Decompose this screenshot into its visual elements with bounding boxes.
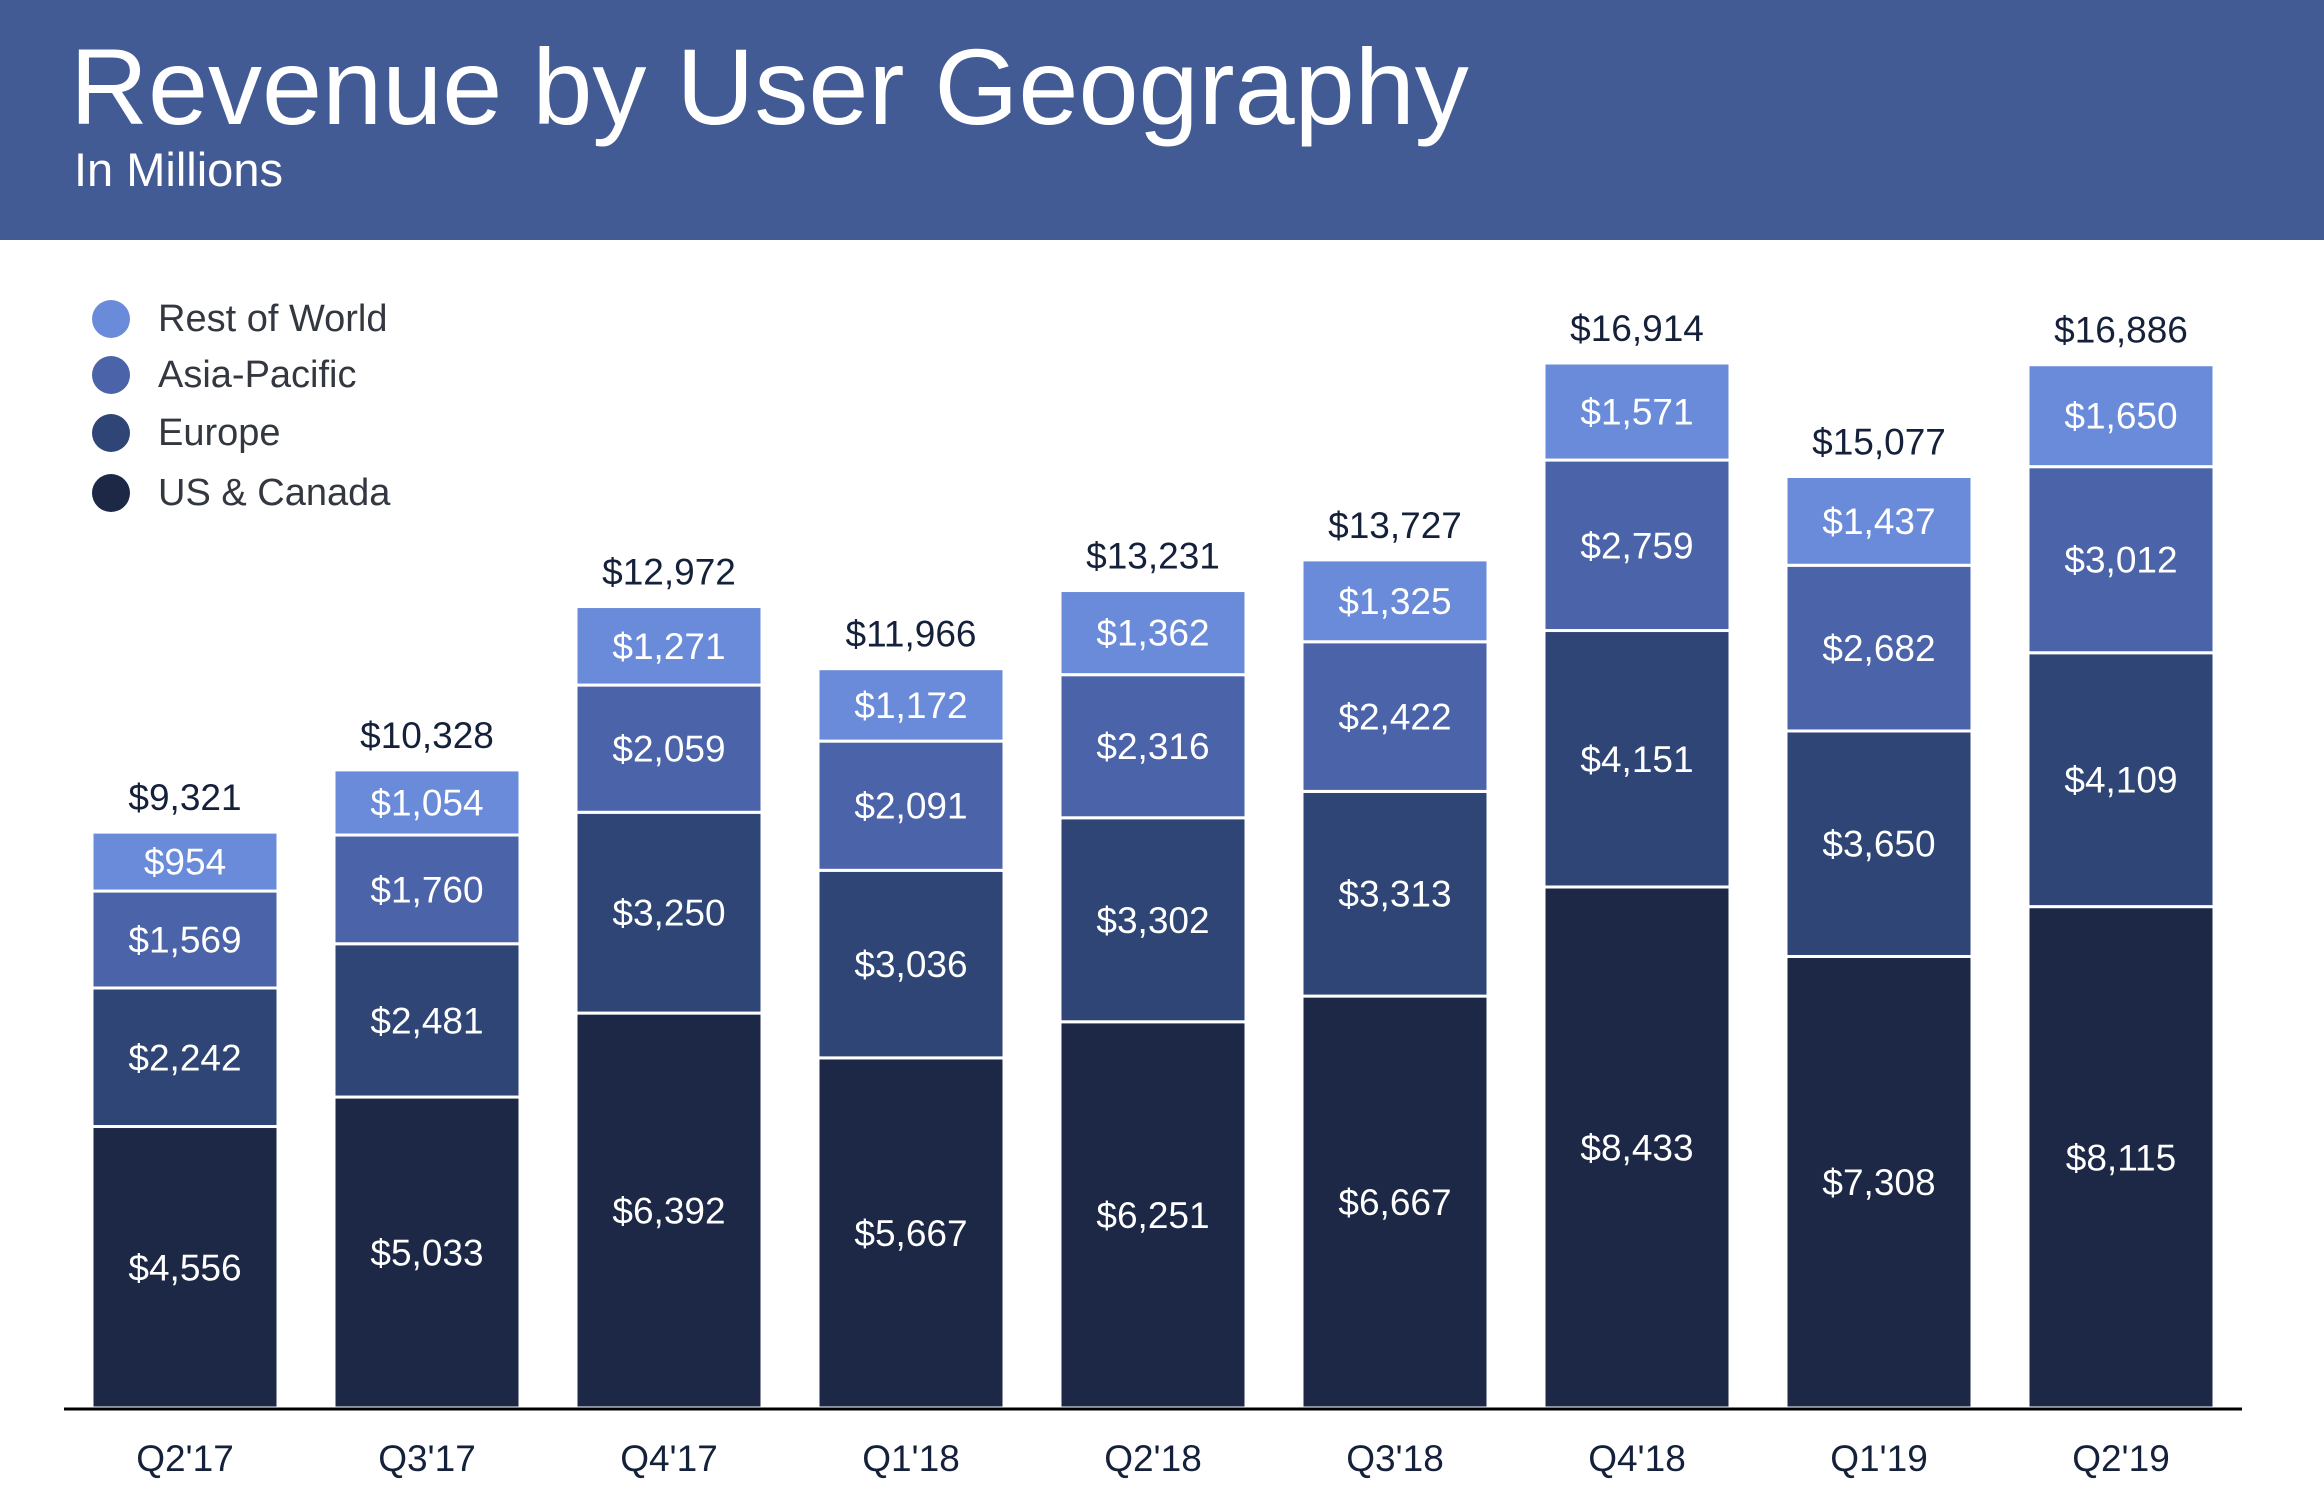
segment-value-label: $1,271 [612,626,725,667]
segment-value-label: $2,091 [854,786,967,827]
bar-segment-asia-pacific [90,889,280,990]
bar-total-label: $16,886 [2054,310,2188,351]
segment-value-label: $1,362 [1096,613,1209,654]
bar-segment-europe [1058,816,1248,1024]
bar-segment-asia-pacific [816,739,1006,872]
segment-value-label: $3,650 [1822,824,1935,865]
segment-value-label: $1,650 [2064,396,2177,437]
bar-total-label: $11,966 [846,614,977,655]
segment-value-label: $7,308 [1822,1162,1935,1203]
legend-label: Rest of World [158,298,388,340]
bar-segment-europe [90,986,280,1129]
bar-total-label: $9,321 [128,777,241,818]
x-tick-label: Q3'18 [1346,1438,1444,1479]
bar-total-label: $10,328 [360,715,494,756]
legend-swatch-icon [92,414,130,452]
segment-value-label: $2,242 [128,1037,241,1078]
bar-segment-rest-of-world [1300,558,1490,644]
bar-total-label: $12,972 [602,552,736,593]
bar-segment-europe [1300,789,1490,998]
legend-label: US & Canada [158,472,391,514]
segment-value-label: $1,054 [370,782,483,823]
bar-segment-rest-of-world [816,667,1006,743]
segment-value-label: $4,109 [2064,760,2177,801]
bar-segment-rest-of-world [1784,474,1974,567]
segment-value-label: $954 [144,842,226,883]
segment-value-label: $3,250 [612,893,725,934]
segment-value-label: $2,422 [1338,697,1451,738]
bar-segment-europe [332,942,522,1099]
segment-value-label: $1,172 [854,685,967,726]
segment-value-label: $6,251 [1096,1195,1209,1236]
segment-value-label: $1,437 [1822,501,1935,542]
segment-value-label: $1,571 [1580,392,1693,433]
legend-swatch-icon [92,300,130,338]
bar-segment-rest-of-world [332,768,522,837]
segment-value-label: $8,115 [2066,1137,2176,1178]
segment-value-label: $2,481 [370,1000,483,1041]
segment-value-label: $1,325 [1338,581,1451,622]
bar-segment-asia-pacific [1300,640,1490,793]
bar-segment-rest-of-world [90,830,280,893]
segment-value-label: $6,392 [612,1191,725,1232]
legend-swatch-icon [92,474,130,512]
segment-value-label: $8,433 [1580,1127,1693,1168]
bar-segment-rest-of-world [1542,361,1732,462]
x-tick-label: Q3'17 [378,1438,476,1479]
segment-value-label: $3,302 [1096,900,1209,941]
legend-swatch-icon [92,356,130,394]
bar-segment-europe [2026,651,2216,909]
segment-value-label: $2,682 [1822,628,1935,669]
bar-segment-europe [1784,729,1974,958]
bar-segment-rest-of-world [574,605,764,687]
segment-value-label: $3,036 [854,944,967,985]
page-subtitle: In Millions [74,143,283,196]
bar-segment-us-canada [574,1011,764,1410]
segment-value-label: $3,313 [1338,874,1451,915]
bar-total-label: $16,914 [1570,308,1704,349]
bar-segment-asia-pacific [1058,673,1248,820]
segment-value-label: $2,759 [1580,525,1693,566]
bar-segment-rest-of-world [2026,363,2216,469]
bar-total-label: $13,727 [1328,505,1462,546]
segment-value-label: $5,667 [854,1213,967,1254]
segment-value-label: $4,151 [1580,739,1693,780]
segment-value-label: $3,012 [2064,540,2177,581]
x-tick-label: Q1'19 [1830,1438,1928,1479]
legend-label: Asia-Pacific [158,354,357,396]
bar-segment-asia-pacific [574,683,764,814]
x-tick-label: Q2'17 [136,1438,234,1479]
bar-segment-us-canada [332,1095,522,1410]
x-tick-label: Q1'18 [862,1438,960,1479]
bar-segment-europe [1542,629,1732,889]
legend-label: Europe [158,412,281,454]
segment-value-label: $1,760 [370,869,483,910]
bar-segment-us-canada [1058,1020,1248,1410]
bar-segment-us-canada [816,1056,1006,1410]
bar-segment-us-canada [90,1125,280,1410]
bar-segment-rest-of-world [1058,589,1248,677]
bar-segment-europe [816,868,1006,1060]
bar-segment-europe [574,810,764,1015]
page-title: Revenue by User Geography [70,26,1469,147]
segment-value-label: $5,033 [370,1233,483,1274]
segment-value-label: $2,059 [612,729,725,770]
header-banner: Revenue by User Geography In Millions [0,0,2324,240]
bar-segment-asia-pacific [332,833,522,946]
x-tick-label: Q4'17 [620,1438,718,1479]
x-tick-label: Q4'18 [1588,1438,1686,1479]
segment-value-label: $2,316 [1096,726,1209,767]
segment-value-label: $1,569 [128,920,241,961]
segment-value-label: $6,667 [1338,1182,1451,1223]
segment-value-label: $4,556 [128,1247,241,1288]
bar-segment-asia-pacific [1784,563,1974,733]
x-tick-label: Q2'19 [2072,1438,2170,1479]
bar-total-label: $13,231 [1086,536,1220,577]
x-tick-label: Q2'18 [1104,1438,1202,1479]
bar-total-label: $15,077 [1812,421,1946,462]
